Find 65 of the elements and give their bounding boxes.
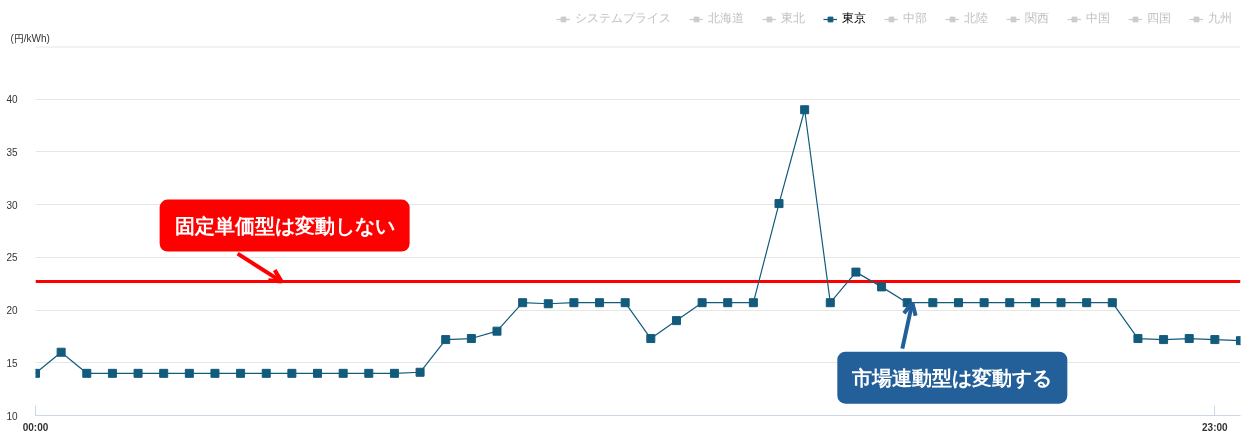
- point: [1005, 298, 1015, 308]
- point: [1210, 335, 1220, 345]
- point: [338, 368, 348, 378]
- point: [1030, 298, 1040, 308]
- y-tick-label: 10: [6, 410, 18, 422]
- point: [1133, 334, 1143, 344]
- point: [979, 298, 989, 308]
- point: [697, 298, 707, 308]
- point: [415, 367, 425, 377]
- point: [210, 368, 220, 378]
- point: [543, 299, 553, 309]
- legend-label: 関西: [1025, 10, 1049, 27]
- annotation: 固定単価型は変動しない: [174, 214, 395, 237]
- point: [236, 368, 246, 378]
- point: [82, 368, 92, 378]
- point: [774, 199, 784, 209]
- x-tick-label: 23:00: [1202, 421, 1229, 433]
- point: [133, 368, 143, 378]
- point: [1056, 298, 1066, 308]
- point: [953, 298, 963, 308]
- point: [928, 298, 938, 308]
- point: [107, 368, 117, 378]
- point: [184, 368, 194, 378]
- point: [287, 368, 297, 378]
- point: [492, 326, 502, 336]
- legend-label: 東北: [781, 10, 805, 27]
- legend-label: 東京: [842, 10, 866, 27]
- point: [364, 368, 374, 378]
- y-tick-label: 35: [6, 146, 18, 158]
- point: [313, 368, 323, 378]
- y-tick-label: 40: [6, 94, 18, 106]
- point: [595, 298, 605, 308]
- point: [261, 368, 271, 378]
- point: [159, 368, 169, 378]
- y-tick-label: 25: [6, 252, 18, 264]
- point: [825, 298, 835, 308]
- point: [800, 105, 810, 115]
- point: [851, 267, 861, 277]
- point: [620, 298, 630, 308]
- x-tick-label: 00:00: [22, 421, 49, 433]
- point: [671, 316, 681, 326]
- y-tick-label: 15: [6, 357, 18, 369]
- point: [389, 368, 399, 378]
- annotation: 市場連動型は変動する: [851, 366, 1053, 390]
- y-tick-label: 20: [6, 305, 18, 317]
- point: [56, 347, 66, 357]
- point: [518, 298, 528, 308]
- point: [441, 335, 451, 345]
- legend-label: 中部: [903, 10, 927, 27]
- point: [1184, 334, 1194, 344]
- point: [1107, 298, 1117, 308]
- point: [646, 334, 656, 344]
- legend-label: 中国: [1086, 10, 1110, 27]
- point: [1082, 298, 1092, 308]
- y-tick-label: 30: [6, 199, 18, 211]
- point: [748, 298, 758, 308]
- y-axis-title: (円/kWh): [10, 32, 50, 44]
- point: [569, 298, 579, 308]
- point: [877, 282, 887, 292]
- point: [1159, 335, 1169, 345]
- legend-label: 九州: [1208, 10, 1232, 27]
- point: [723, 298, 733, 308]
- legend-label: 北海道: [708, 10, 744, 27]
- point: [466, 334, 476, 344]
- legend-label: 四国: [1147, 10, 1171, 27]
